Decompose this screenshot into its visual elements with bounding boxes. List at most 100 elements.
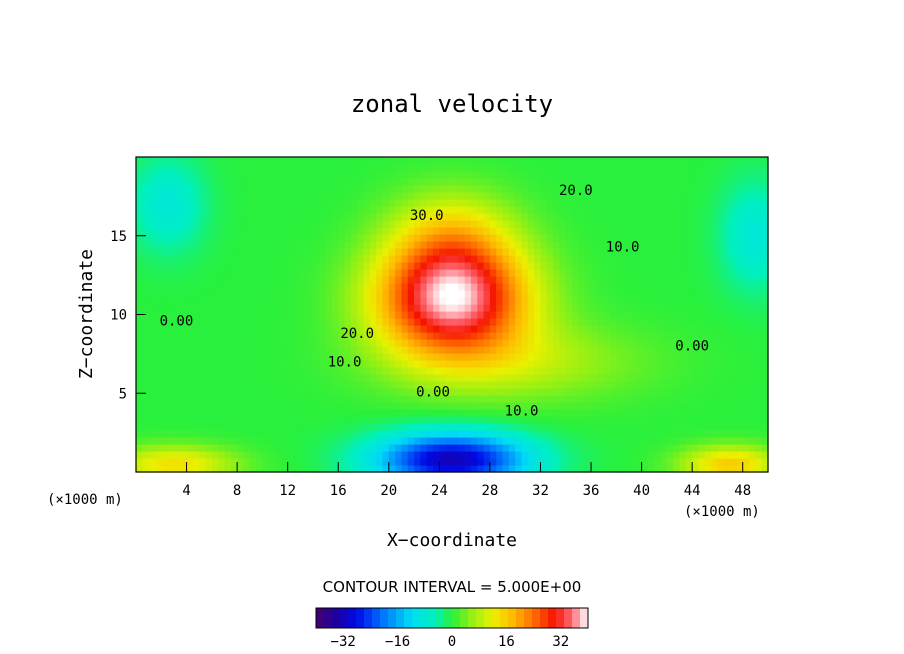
heatmap-cell (414, 444, 421, 452)
heatmap-cell (508, 360, 516, 368)
heatmap-cell (610, 465, 617, 473)
heatmap-cell (369, 381, 377, 389)
heatmap-cell (698, 171, 706, 179)
heatmap-cell (565, 430, 573, 438)
heatmap-cell (376, 430, 384, 438)
heatmap-cell (458, 276, 466, 284)
heatmap-cell (647, 388, 655, 396)
heatmap-cell (243, 409, 251, 417)
heatmap-cell (230, 276, 238, 284)
heatmap-cell (534, 332, 542, 340)
heatmap-cell (414, 290, 421, 298)
heatmap-cell (578, 192, 586, 200)
heatmap-cell (591, 381, 598, 389)
heatmap-cell (553, 206, 561, 214)
heatmap-cell (262, 255, 270, 263)
heatmap-cell (597, 206, 605, 214)
heatmap-cell (180, 444, 188, 452)
heatmap-cell (224, 458, 232, 466)
heatmap-cell (256, 297, 263, 305)
heatmap-cell (452, 262, 459, 270)
heatmap-cell (142, 283, 150, 291)
heatmap-cell (167, 157, 175, 165)
heatmap-cell (749, 206, 756, 214)
heatmap-cell (319, 185, 327, 193)
heatmap-cell (161, 234, 169, 242)
heatmap-cell (287, 192, 295, 200)
heatmap-cell (382, 465, 390, 473)
heatmap-cell (711, 332, 719, 340)
heatmap-cell (458, 402, 466, 410)
heatmap-cell (755, 339, 763, 347)
heatmap-cell (489, 185, 497, 193)
heatmap-cell (534, 430, 542, 438)
heatmap-cell (742, 395, 750, 403)
heatmap-cell (521, 374, 529, 382)
heatmap-cell (369, 437, 377, 445)
heatmap-cell (578, 360, 586, 368)
heatmap-cell (186, 437, 194, 445)
heatmap-cell (382, 409, 390, 417)
heatmap-cell (711, 199, 719, 207)
heatmap-cell (641, 430, 649, 438)
heatmap-cell (534, 220, 542, 228)
heatmap-cell (142, 465, 150, 473)
heatmap-cell (357, 416, 365, 424)
heatmap-cell (483, 171, 491, 179)
heatmap-cell (426, 234, 434, 242)
heatmap-cell (401, 185, 409, 193)
colorbar-swatch (372, 608, 381, 628)
heatmap-cell (666, 311, 674, 319)
heatmap-cell (761, 367, 769, 375)
heatmap-cell (647, 290, 655, 298)
heatmap-cell (256, 318, 263, 326)
heatmap-cell (262, 227, 270, 235)
heatmap-cell (294, 374, 301, 382)
heatmap-cell (610, 318, 617, 326)
heatmap-cell (515, 395, 523, 403)
heatmap-cell (736, 437, 744, 445)
heatmap-cell (388, 227, 396, 235)
heatmap-cell (654, 171, 662, 179)
heatmap-cell (736, 206, 744, 214)
heatmap-cell (369, 206, 377, 214)
heatmap-cell (331, 283, 339, 291)
heatmap-cell (407, 206, 415, 214)
heatmap-cell (508, 423, 516, 431)
heatmap-cell (142, 374, 150, 382)
heatmap-cell (553, 374, 561, 382)
heatmap-cell (540, 311, 548, 319)
heatmap-cell (628, 276, 636, 284)
heatmap-cell (161, 227, 169, 235)
heatmap-cell (527, 178, 535, 186)
heatmap-cell (470, 402, 478, 410)
heatmap-cell (641, 185, 649, 193)
heatmap-cell (331, 290, 339, 298)
heatmap-cell (565, 437, 573, 445)
heatmap-cell (306, 437, 314, 445)
heatmap-cell (420, 353, 428, 361)
heatmap-cell (704, 290, 712, 298)
heatmap-cell (294, 255, 301, 263)
heatmap-cell (211, 346, 219, 354)
heatmap-cell (167, 241, 175, 249)
heatmap-cell (635, 164, 643, 172)
heatmap-cell (350, 255, 358, 263)
heatmap-cell (357, 234, 365, 242)
heatmap-cell (376, 185, 384, 193)
heatmap-cell (559, 234, 567, 242)
heatmap-cell (173, 332, 181, 340)
heatmap-cell (553, 157, 561, 165)
heatmap-cell (262, 206, 270, 214)
heatmap-cell (749, 213, 756, 221)
heatmap-cell (376, 423, 384, 431)
heatmap-cell (761, 262, 769, 270)
heatmap-cell (420, 381, 428, 389)
heatmap-cell (546, 234, 554, 242)
heatmap-cell (553, 227, 561, 235)
heatmap-cell (186, 262, 194, 270)
heatmap-cell (622, 430, 630, 438)
heatmap-cell (578, 248, 586, 256)
heatmap-cell (281, 297, 289, 305)
heatmap-cell (458, 437, 466, 445)
